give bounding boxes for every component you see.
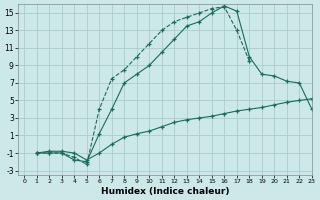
X-axis label: Humidex (Indice chaleur): Humidex (Indice chaleur) — [101, 187, 229, 196]
